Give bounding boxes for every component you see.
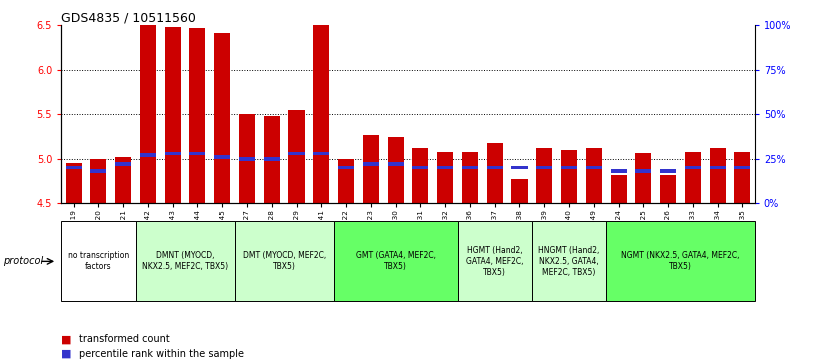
Text: ■: ■ [61,334,72,344]
Bar [140,154,156,157]
Bar [313,25,330,203]
Bar [486,143,503,203]
Bar [610,175,627,203]
Bar [61,221,135,301]
Text: GDS4835 / 10511560: GDS4835 / 10511560 [61,11,196,24]
Bar [91,159,106,203]
Bar [685,152,701,203]
Bar [734,166,751,170]
Bar [536,166,552,170]
Bar [486,166,503,170]
Text: protocol: protocol [3,256,43,266]
Bar [165,152,180,155]
Bar [437,166,453,170]
Bar [388,136,404,203]
Bar [189,28,206,203]
Bar [458,221,532,301]
Bar [338,159,354,203]
Bar [512,179,527,203]
Bar [289,110,304,203]
Bar [334,221,458,301]
Text: DMNT (MYOCD,
NKX2.5, MEF2C, TBX5): DMNT (MYOCD, NKX2.5, MEF2C, TBX5) [142,251,228,272]
Bar [91,170,106,173]
Text: NGMT (NKX2.5, GATA4, MEF2C,
TBX5): NGMT (NKX2.5, GATA4, MEF2C, TBX5) [621,251,740,272]
Bar [239,157,255,160]
Bar [388,162,404,166]
Bar [462,152,478,203]
Bar [65,166,82,170]
Bar [586,148,602,203]
Bar [606,221,755,301]
Bar [610,170,627,173]
Text: GMT (GATA4, MEF2C,
TBX5): GMT (GATA4, MEF2C, TBX5) [356,251,436,272]
Text: HGMT (Hand2,
GATA4, MEF2C,
TBX5): HGMT (Hand2, GATA4, MEF2C, TBX5) [466,246,523,277]
Text: ■: ■ [61,349,72,359]
Bar [140,25,156,203]
Bar [338,166,354,170]
Bar [412,166,428,170]
Bar [115,157,131,203]
Bar [532,221,606,301]
Bar [462,166,478,170]
Bar [115,162,131,166]
Bar [536,148,552,203]
Bar [660,175,676,203]
Bar [363,135,379,203]
Bar [135,221,235,301]
Bar [239,114,255,203]
Bar [65,163,82,203]
Bar [214,33,230,203]
Bar [685,166,701,170]
Bar [660,170,676,173]
Bar [214,155,230,159]
Bar [313,152,330,155]
Bar [289,152,304,155]
Text: no transcription
factors: no transcription factors [68,251,129,272]
Text: percentile rank within the sample: percentile rank within the sample [79,349,244,359]
Bar [561,166,577,170]
Bar [636,152,651,203]
Bar [235,221,334,301]
Bar [264,157,280,160]
Bar [710,166,725,170]
Bar [189,152,206,155]
Bar [264,116,280,203]
Bar [437,152,453,203]
Text: HNGMT (Hand2,
NKX2.5, GATA4,
MEF2C, TBX5): HNGMT (Hand2, NKX2.5, GATA4, MEF2C, TBX5… [539,246,600,277]
Bar [165,27,180,203]
Bar [636,170,651,173]
Bar [363,162,379,166]
Bar [586,166,602,170]
Text: transformed count: transformed count [79,334,170,344]
Bar [512,166,527,170]
Bar [412,148,428,203]
Bar [734,152,751,203]
Bar [710,148,725,203]
Text: DMT (MYOCD, MEF2C,
TBX5): DMT (MYOCD, MEF2C, TBX5) [242,251,326,272]
Bar [561,150,577,203]
